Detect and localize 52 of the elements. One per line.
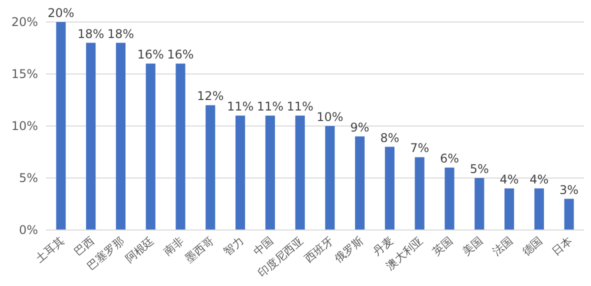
data-label: 18% bbox=[107, 26, 134, 41]
bar bbox=[86, 42, 96, 230]
bar bbox=[56, 22, 66, 230]
data-label: 16% bbox=[167, 48, 194, 62]
bar bbox=[564, 198, 574, 230]
bar bbox=[235, 116, 246, 230]
y-tick-label: 10% bbox=[11, 119, 38, 133]
data-label: 20% bbox=[48, 6, 74, 20]
data-label: 12% bbox=[197, 89, 224, 104]
bar bbox=[116, 42, 126, 230]
x-tick-label: 美国 bbox=[460, 234, 486, 258]
bar bbox=[265, 116, 275, 230]
bar bbox=[146, 64, 156, 230]
y-tick-label: 20% bbox=[11, 15, 38, 29]
bar bbox=[295, 116, 305, 230]
bar bbox=[384, 146, 395, 230]
bar bbox=[206, 105, 216, 230]
x-tick-label: 中国 bbox=[250, 234, 276, 258]
bar bbox=[534, 188, 544, 230]
x-tick-label: 日本 bbox=[550, 234, 575, 258]
x-tick-label: 土耳其 bbox=[33, 234, 67, 266]
y-tick-label: 5% bbox=[18, 171, 38, 185]
data-label: 18% bbox=[77, 26, 104, 41]
data-label: 10% bbox=[316, 110, 344, 124]
data-label: 5% bbox=[470, 162, 489, 176]
x-tick-label: 智力 bbox=[220, 234, 246, 258]
data-label: 6% bbox=[440, 152, 460, 166]
x-tick-label: 德国 bbox=[520, 234, 546, 258]
bar bbox=[414, 157, 424, 230]
data-label: 11% bbox=[286, 100, 314, 114]
x-tick-label: 丹麦 bbox=[370, 234, 396, 258]
bar bbox=[444, 168, 454, 230]
bar bbox=[325, 126, 335, 230]
y-tick-label: 15% bbox=[11, 67, 38, 81]
data-label: 4% bbox=[530, 172, 549, 186]
data-label: 7% bbox=[410, 141, 430, 156]
data-label: 16% bbox=[137, 48, 164, 62]
x-tick-label: 墨西哥 bbox=[182, 234, 216, 266]
data-label: 11% bbox=[226, 100, 254, 114]
data-label: 8% bbox=[380, 130, 400, 145]
x-tick-label: 阿根廷 bbox=[122, 234, 157, 266]
x-tick-label: 法国 bbox=[490, 234, 516, 258]
bar bbox=[504, 188, 514, 230]
data-label: 4% bbox=[500, 172, 519, 186]
data-label: 3% bbox=[560, 182, 579, 197]
bar bbox=[355, 136, 365, 230]
x-tick-label: 英国 bbox=[430, 234, 456, 258]
data-label: 9% bbox=[350, 120, 370, 134]
y-tick-label: 0% bbox=[18, 223, 38, 237]
bar bbox=[176, 64, 186, 230]
bar bbox=[474, 178, 484, 230]
data-label: 11% bbox=[256, 100, 284, 114]
